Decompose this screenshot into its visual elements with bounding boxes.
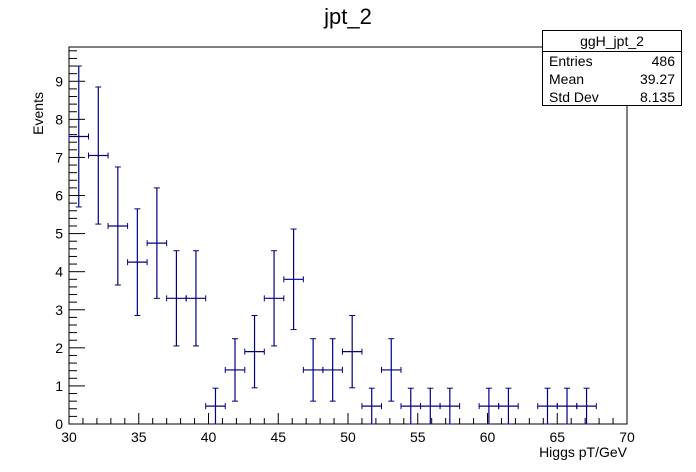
data-point — [478, 387, 500, 425]
stddev-label: Std Dev — [549, 89, 599, 105]
data-point — [361, 387, 382, 425]
y-tick-label: 8 — [55, 111, 63, 127]
data-point — [380, 338, 402, 402]
stats-entries-row: Entries 486 — [543, 52, 681, 70]
data-point — [322, 338, 343, 402]
x-tick-label: 70 — [619, 429, 635, 445]
stddev-value: 8.135 — [639, 89, 675, 105]
x-tick-label: 60 — [480, 429, 496, 445]
x-tick-label: 35 — [131, 429, 147, 445]
stats-box: ggH_jpt_2 Entries 486 Mean 39.27 Std Dev… — [542, 30, 682, 106]
stats-mean-row: Mean 39.27 — [543, 70, 681, 88]
x-tick-label: 65 — [549, 429, 565, 445]
y-tick-label: 5 — [55, 226, 63, 242]
data-point — [537, 387, 558, 425]
data-point — [263, 250, 285, 347]
stats-stddev-row: Std Dev 8.135 — [543, 88, 681, 106]
x-tick-label: 50 — [340, 429, 356, 445]
x-tick-label: 45 — [270, 429, 286, 445]
data-point — [556, 387, 578, 425]
data-point — [244, 314, 265, 389]
x-tick-label: 55 — [410, 429, 426, 445]
stats-title: ggH_jpt_2 — [543, 31, 681, 52]
entries-value: 486 — [651, 53, 675, 69]
y-tick-label: 9 — [55, 73, 63, 89]
data-point — [283, 228, 304, 331]
y-tick-label: 4 — [55, 264, 63, 280]
data-point — [166, 250, 187, 347]
data-point — [302, 338, 324, 402]
data-point — [341, 314, 363, 389]
data-point — [439, 387, 461, 425]
data-point — [68, 65, 90, 208]
x-axis-label: Higgs pT/GeV — [539, 444, 628, 460]
y-tick-label: 3 — [55, 302, 63, 318]
y-tick-label: 6 — [55, 188, 63, 204]
x-tick-label: 40 — [201, 429, 217, 445]
y-axis-label: Events — [30, 92, 46, 135]
mean-label: Mean — [549, 71, 585, 87]
y-tick-label: 1 — [55, 378, 63, 394]
chart-title: jpt_2 — [323, 4, 372, 29]
data-point — [498, 387, 519, 425]
data-point — [576, 387, 597, 425]
data-point — [205, 387, 226, 425]
mean-value: 39.27 — [639, 71, 675, 87]
data-point — [88, 86, 109, 225]
data-point — [146, 187, 168, 299]
data-point — [185, 250, 207, 347]
entries-label: Entries — [549, 53, 593, 69]
y-tick-label: 7 — [55, 149, 63, 165]
x-tick-label: 30 — [61, 429, 77, 445]
y-tick-label: 2 — [55, 340, 63, 356]
y-tick-label: 0 — [55, 416, 63, 432]
data-point — [224, 338, 246, 402]
data-points — [68, 65, 597, 425]
data-point — [107, 166, 129, 286]
data-point — [127, 208, 148, 316]
data-point — [420, 387, 441, 425]
